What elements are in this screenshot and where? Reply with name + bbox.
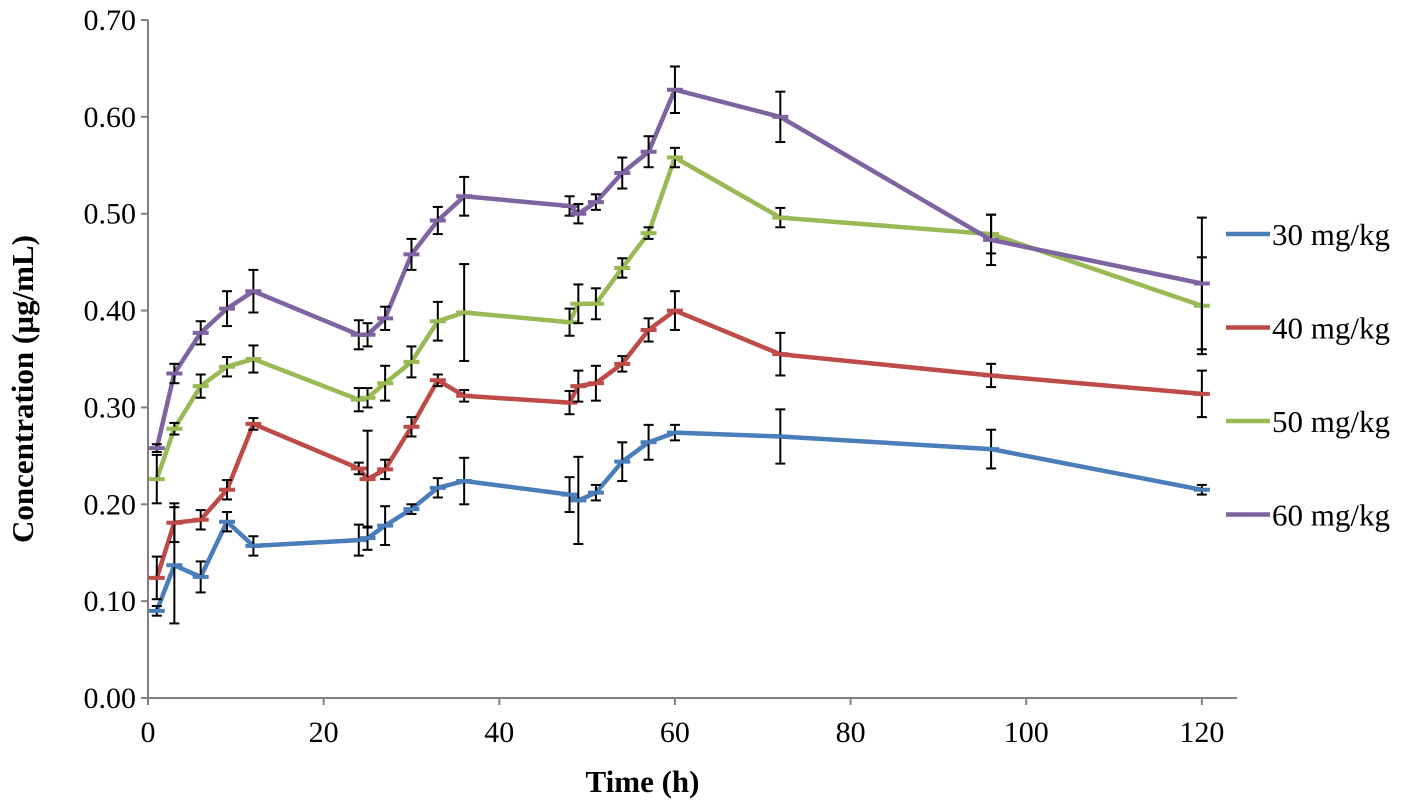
y-tick-label: 0.30 (84, 391, 137, 424)
y-tick-group: 0.00 0.10 0.20 0.30 0.40 0.50 0.60 0.70 (84, 4, 148, 715)
axes (147, 20, 1237, 699)
y-tick-label: 0.10 (84, 585, 137, 618)
y-tick-label: 0.50 (84, 198, 137, 231)
x-tick-label: 20 (309, 716, 339, 749)
x-tick-label: 40 (484, 716, 514, 749)
y-tick-label: 0.40 (84, 295, 137, 328)
y-tick-label: 0.00 (84, 682, 137, 715)
legend: 30 mg/kg 40 mg/kg 50 mg/kg 60 mg/kg (1226, 217, 1390, 533)
series-40-mg-per-kg (148, 290, 1210, 601)
legend-label: 40 mg/kg (1272, 311, 1390, 346)
series-layer (148, 65, 1210, 625)
y-axis-title: Concentration (µg/mL) (5, 235, 40, 543)
y-tick-label: 0.20 (84, 488, 137, 521)
series-line (154, 308, 1203, 579)
x-tick-label: 120 (1179, 716, 1224, 749)
legend-label: 60 mg/kg (1272, 498, 1390, 533)
series-line (154, 87, 1203, 449)
series-line (154, 430, 1203, 612)
x-tick-label: 80 (836, 716, 866, 749)
x-tick-label: 0 (141, 716, 156, 749)
series-50-mg-per-kg (148, 146, 1210, 505)
x-tick-label: 60 (660, 716, 690, 749)
y-tick-label: 0.60 (84, 101, 137, 134)
y-tick-label: 0.70 (84, 4, 137, 37)
x-axis-title: Time (h) (586, 764, 700, 799)
x-tick-group: 0 20 40 60 80 100 120 (141, 698, 1224, 749)
x-tick-label: 100 (1004, 716, 1049, 749)
legend-label: 50 mg/kg (1272, 404, 1390, 439)
legend-label: 30 mg/kg (1272, 217, 1390, 252)
series-30-mg-per-kg (148, 408, 1210, 625)
series-60-mg-per-kg (148, 65, 1210, 453)
